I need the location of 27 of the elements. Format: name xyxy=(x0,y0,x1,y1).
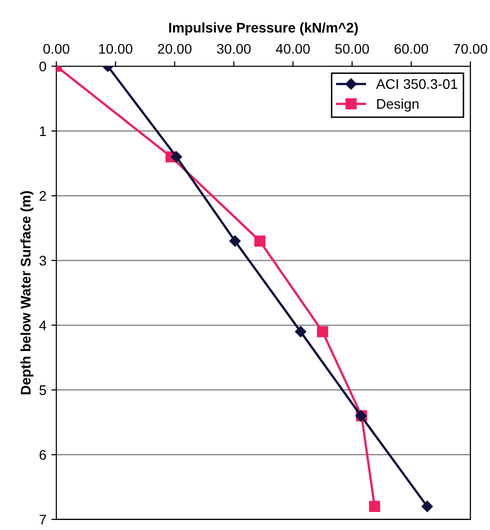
point xyxy=(295,326,306,338)
y-tick-label: 1 xyxy=(40,126,46,136)
point xyxy=(316,326,328,338)
y-tick-label: 3 xyxy=(39,256,46,266)
x-tick-label: 0.00 xyxy=(43,44,70,54)
x-tick-label: 10.00 xyxy=(99,44,132,54)
y-tick-label: 4 xyxy=(39,320,46,330)
legend-label: Design xyxy=(377,98,418,112)
point xyxy=(422,500,433,512)
y-tick-label: 5 xyxy=(39,385,46,396)
y-tick-label: 0 xyxy=(39,62,46,72)
y-tick-label: 2 xyxy=(40,191,46,201)
point xyxy=(254,235,266,247)
y-tick-label: 7 xyxy=(40,514,46,524)
y-tick-label: 6 xyxy=(40,450,46,460)
x-tick-label: 30.00 xyxy=(216,44,251,54)
x-tick-label: 60.00 xyxy=(394,44,428,54)
x-tick-label: 40.00 xyxy=(276,44,310,54)
point xyxy=(369,500,380,512)
x-axis-title: Impulsive Pressure (kN/m^2) xyxy=(169,22,358,36)
point xyxy=(229,235,241,247)
y-axis-title: Depth below Water Surface (m) xyxy=(20,191,34,394)
x-tick-label: 70.00 xyxy=(454,44,488,54)
legend-label: ACI 350.3-01 xyxy=(376,79,458,89)
point xyxy=(170,151,182,162)
x-tick-label: 20.00 xyxy=(158,44,192,54)
x-tick-label: 50.00 xyxy=(335,44,369,54)
